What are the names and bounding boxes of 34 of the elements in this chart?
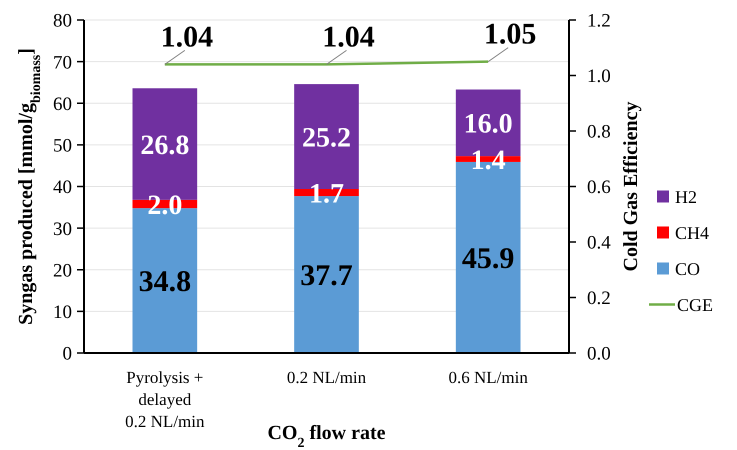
y2-tick-label: 0.0 [587, 344, 611, 365]
y2-tick-label: 0.4 [587, 232, 612, 254]
y-tick-label: 40 [53, 177, 72, 198]
y2-tick-label: 0.8 [587, 122, 611, 143]
y-tick-label: 80 [53, 10, 72, 32]
y2-tick-label: 0.6 [587, 177, 611, 198]
data-label: 1.04 [160, 20, 214, 54]
data-label: 25.2 [302, 122, 351, 154]
x-tick-label: 0.6 NL/min [448, 368, 528, 387]
legend-label: CGE [677, 294, 714, 315]
y2-tick-label: 1.2 [587, 10, 611, 32]
y-tick-label: 0 [62, 344, 72, 365]
y-tick-label: 10 [53, 302, 72, 324]
x-tick-label: 0.2 NL/min [286, 368, 367, 387]
data-label: 45.9 [462, 242, 514, 275]
data-label: 16.0 [464, 108, 513, 140]
data-label: 34.8 [138, 265, 192, 298]
legend-label: CH4 [675, 222, 710, 243]
y-tick-label: 20 [53, 260, 72, 282]
data-label: 37.7 [300, 259, 353, 292]
data-label: 26.8 [140, 130, 190, 161]
data-label: 1.05 [484, 18, 536, 51]
y2-axis-title: Cold Gas Efficiency [620, 102, 642, 272]
y2-tick-label: 1.0 [587, 66, 611, 88]
y-tick-label: 30 [53, 218, 72, 240]
x-axis-title: CO$_{2}$ flow rate [267, 422, 386, 450]
data-label: 1.04 [322, 20, 375, 54]
legend-label: H2 [675, 186, 697, 207]
x-tick-label: Pyrolysis + delayed 0.2 NL/min [125, 368, 205, 431]
y-tick-label: 70 [53, 52, 72, 74]
legend-label: CO [675, 258, 700, 279]
y2-tick-label: 0.2 [587, 288, 611, 310]
y-tick-label: 60 [53, 94, 72, 115]
y-tick-label: 50 [53, 136, 72, 157]
